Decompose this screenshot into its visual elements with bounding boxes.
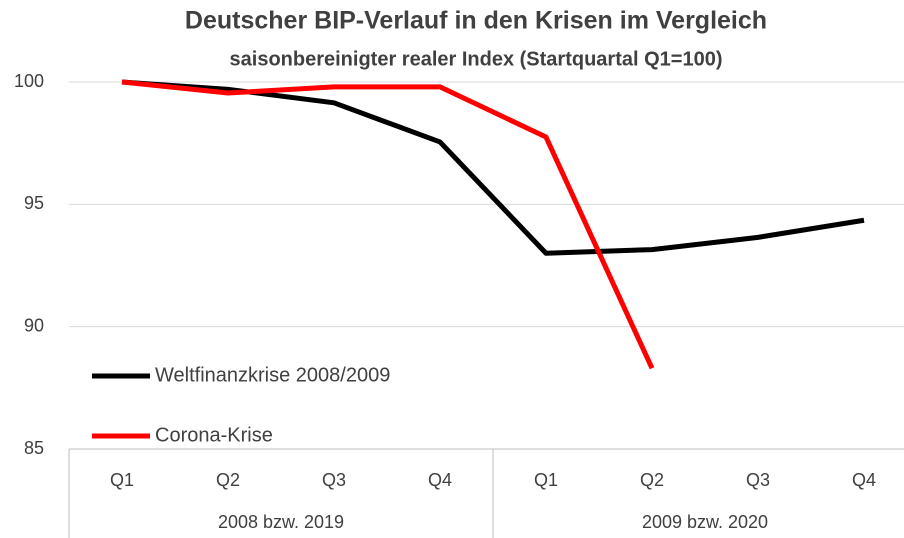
x-tick-label: Q2: [216, 470, 240, 490]
x-tick-label: Q4: [852, 470, 876, 490]
x-tick-label: Q1: [534, 470, 558, 490]
series-line: [121, 79, 865, 256]
group-label: 2009 bzw. 2020: [642, 512, 768, 532]
y-tick-label: 95: [24, 193, 44, 213]
y-tick-label: 85: [24, 438, 44, 458]
legend-label: Corona-Krise: [155, 424, 273, 446]
y-tick-label: 100: [14, 71, 44, 91]
x-tick-label: Q1: [110, 470, 134, 490]
legend-label: Weltfinanzkrise 2008/2009: [155, 364, 390, 386]
x-tick-label: Q3: [322, 470, 346, 490]
chart-title: Deutscher BIP-Verlauf in den Krisen im V…: [185, 7, 767, 35]
group-label: 2008 bzw. 2019: [218, 512, 344, 532]
x-tick-label: Q3: [746, 470, 770, 490]
chart-subtitle: saisonbereinigter realer Index (Startqua…: [230, 48, 723, 70]
x-tick-label: Q4: [428, 470, 452, 490]
y-tick-label: 90: [24, 315, 44, 335]
x-tick-label: Q2: [640, 470, 664, 490]
series-line: [121, 79, 655, 370]
